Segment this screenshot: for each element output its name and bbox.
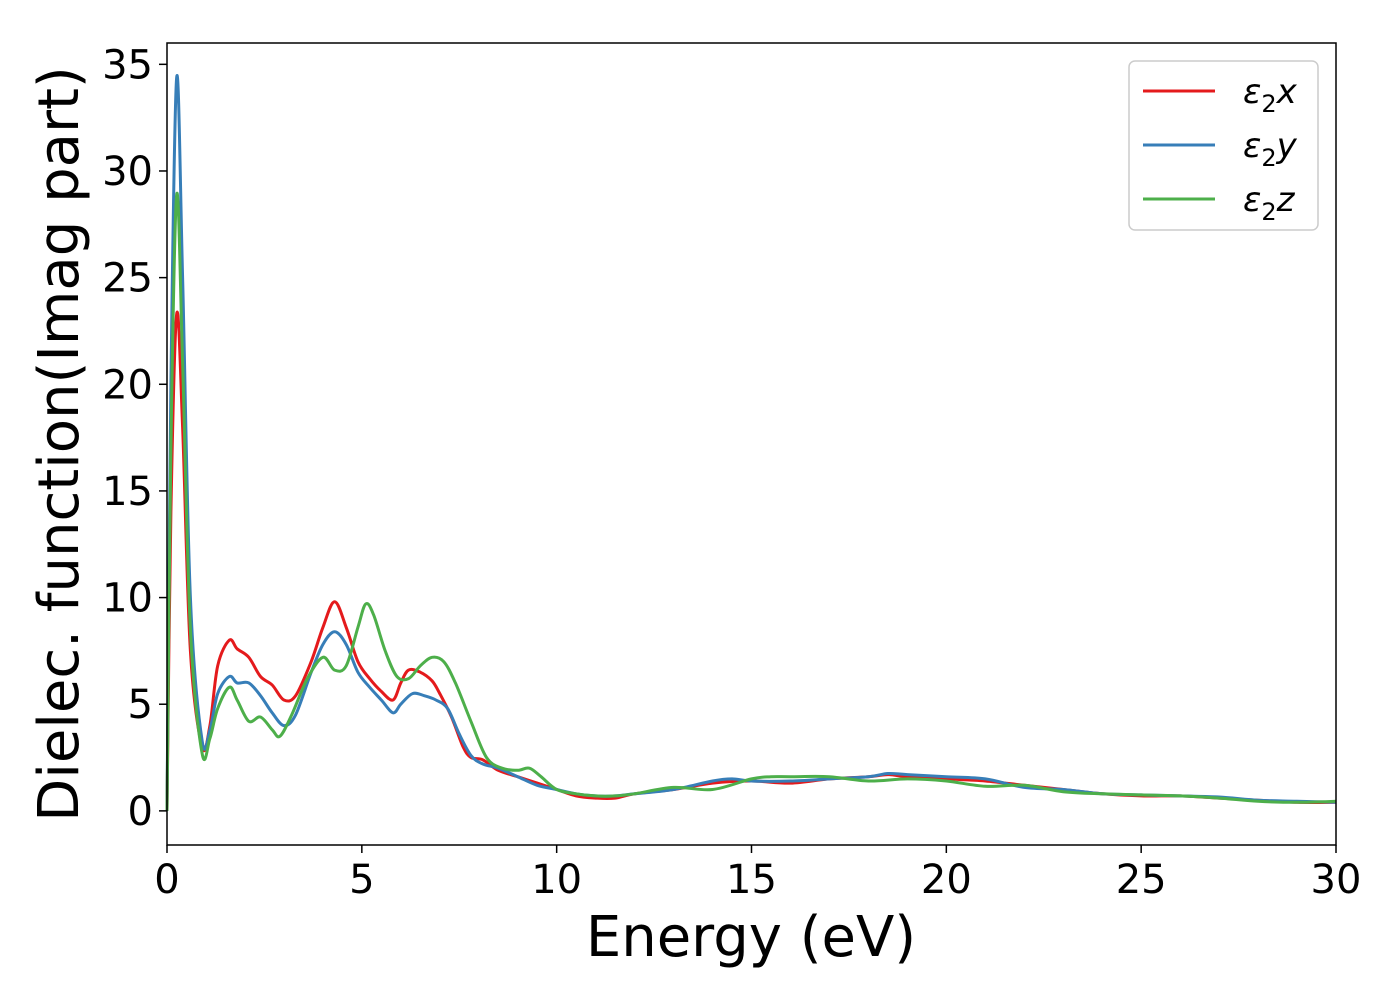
legend: ε2x ε2y ε2z bbox=[1128, 60, 1319, 231]
y-tick-label: 0 bbox=[128, 789, 153, 835]
y-tick-label: 35 bbox=[102, 42, 153, 88]
y-tick-label: 10 bbox=[102, 576, 153, 622]
x-axis: 0 5 10 15 20 25 30 bbox=[154, 845, 1361, 903]
legend-label-y: ε2y bbox=[1243, 126, 1298, 172]
legend-entries: ε2x ε2y ε2z bbox=[1143, 72, 1298, 226]
y-tick-label: 30 bbox=[102, 149, 153, 195]
y-tick-label: 25 bbox=[102, 256, 153, 302]
series-line-z bbox=[165, 191, 1337, 811]
legend-label-x: ε2x bbox=[1243, 72, 1298, 118]
y-tick-label: 5 bbox=[128, 682, 153, 728]
x-tick-label: 15 bbox=[726, 857, 777, 903]
y-tick-label: 20 bbox=[102, 362, 153, 408]
x-tick-label: 0 bbox=[154, 857, 179, 903]
x-tick-label: 20 bbox=[921, 857, 972, 903]
series-line-x bbox=[165, 310, 1337, 811]
x-tick-label: 5 bbox=[349, 857, 374, 903]
x-tick-label: 30 bbox=[1311, 857, 1362, 903]
y-axis-label: Dielec. function(Imag part) bbox=[27, 66, 92, 822]
x-axis-label: Energy (eV) bbox=[586, 905, 916, 970]
series-layer bbox=[165, 73, 1337, 811]
y-axis: 0 5 10 15 20 25 30 35 bbox=[102, 42, 167, 835]
x-tick-label: 10 bbox=[531, 857, 582, 903]
legend-box bbox=[1128, 60, 1319, 231]
series-line-y bbox=[165, 73, 1337, 811]
legend-label-z: ε2z bbox=[1243, 180, 1296, 226]
x-tick-label: 25 bbox=[1116, 857, 1167, 903]
y-tick-label: 15 bbox=[102, 469, 153, 515]
